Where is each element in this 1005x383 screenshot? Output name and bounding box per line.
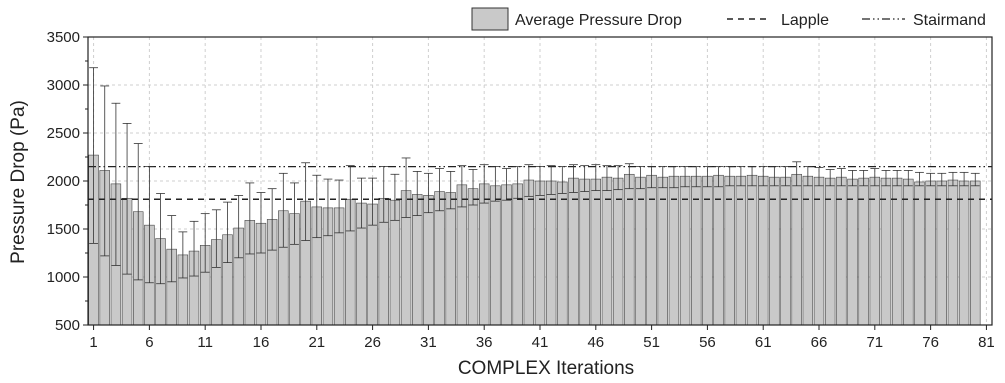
bar bbox=[612, 177, 624, 326]
bar bbox=[791, 173, 802, 326]
bar bbox=[579, 178, 590, 326]
bar bbox=[434, 191, 445, 326]
y-tick-label: 2500 bbox=[47, 125, 80, 142]
y-tick-label: 3000 bbox=[47, 77, 80, 94]
bar bbox=[891, 177, 903, 326]
bar bbox=[590, 178, 602, 326]
y-tick-label: 500 bbox=[55, 317, 80, 334]
x-axis-label: COMPLEX Iterations bbox=[458, 358, 634, 378]
x-tick-label: 76 bbox=[922, 334, 939, 351]
bar bbox=[557, 181, 568, 326]
y-tick-label: 1000 bbox=[47, 269, 80, 286]
x-tick-label: 31 bbox=[420, 334, 437, 351]
bar bbox=[445, 192, 456, 326]
bar bbox=[847, 178, 858, 326]
x-tick-label: 16 bbox=[253, 334, 270, 351]
bar bbox=[746, 174, 758, 326]
bar bbox=[858, 177, 869, 326]
error-bars-layer bbox=[89, 67, 980, 285]
bar bbox=[568, 177, 579, 326]
bar bbox=[936, 180, 947, 326]
bar bbox=[824, 177, 836, 326]
bar bbox=[914, 181, 925, 326]
y-tick-label: 2000 bbox=[47, 173, 80, 190]
bar bbox=[523, 179, 535, 326]
bar bbox=[534, 180, 546, 326]
legend-bar-swatch bbox=[471, 7, 509, 31]
x-tick-label: 26 bbox=[364, 334, 381, 351]
bar bbox=[646, 174, 657, 326]
x-tick-label: 71 bbox=[866, 334, 883, 351]
y-tick-label: 3500 bbox=[47, 29, 80, 46]
bar bbox=[467, 188, 479, 326]
legend-bar-label: Average Pressure Drop bbox=[515, 12, 682, 29]
bar bbox=[501, 184, 512, 326]
legend-lapple-label: Lapple bbox=[781, 12, 829, 29]
bar bbox=[880, 177, 892, 326]
bar bbox=[624, 173, 635, 326]
x-tick-label: 41 bbox=[532, 334, 549, 351]
x-tick-label: 6 bbox=[145, 334, 153, 351]
bar bbox=[903, 178, 914, 326]
x-tick-label: 66 bbox=[811, 334, 828, 351]
x-tick-label: 36 bbox=[476, 334, 493, 351]
legend: Average Pressure Drop Lapple Stairmand bbox=[471, 7, 986, 31]
x-tick-label: 46 bbox=[587, 334, 604, 351]
x-tick-label: 51 bbox=[643, 334, 660, 351]
x-tick-label: 56 bbox=[699, 334, 716, 351]
bar bbox=[970, 180, 981, 326]
bar bbox=[545, 180, 557, 326]
y-tick-label: 1500 bbox=[47, 221, 80, 238]
x-tick-label: 81 bbox=[978, 334, 995, 351]
bar bbox=[958, 180, 970, 326]
x-tick-label: 11 bbox=[197, 334, 213, 351]
bar bbox=[490, 185, 501, 326]
bar bbox=[713, 174, 724, 326]
y-axis-label: Pressure Drop (Pa) bbox=[8, 100, 29, 264]
bar bbox=[423, 195, 434, 326]
x-tick-label: 1 bbox=[89, 334, 97, 351]
x-tick-label: 61 bbox=[755, 334, 772, 351]
bar bbox=[478, 183, 490, 326]
bar bbox=[925, 180, 936, 326]
x-tick-label: 21 bbox=[308, 334, 325, 351]
bar bbox=[947, 179, 959, 326]
legend-stairmand-label: Stairmand bbox=[913, 12, 986, 29]
bar bbox=[512, 183, 523, 326]
